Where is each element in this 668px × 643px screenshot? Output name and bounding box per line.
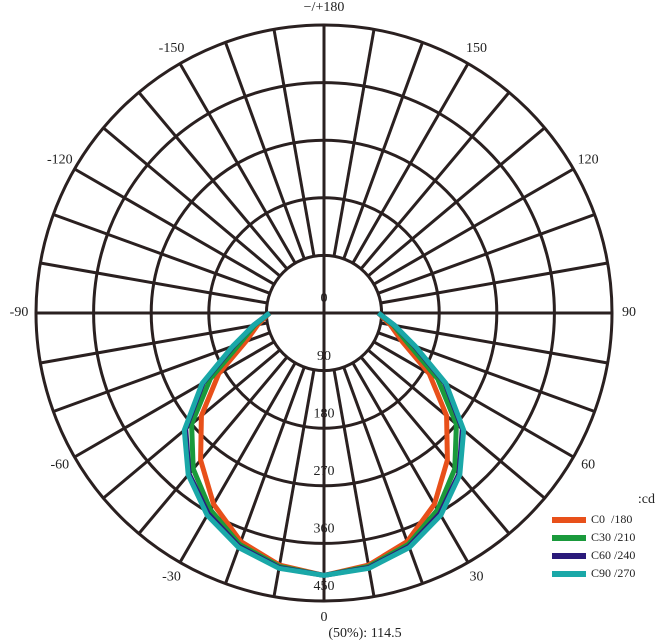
theta-tick-label: -120 xyxy=(47,153,73,168)
grid-spoke xyxy=(178,62,297,264)
theta-tick-label: -150 xyxy=(159,41,185,56)
grid-spoke xyxy=(342,41,424,260)
grid-spoke xyxy=(359,356,511,535)
series-line xyxy=(181,311,467,578)
grid-spoke xyxy=(373,340,575,459)
grid-spoke xyxy=(342,366,424,585)
grid-spoke xyxy=(52,213,271,295)
grid-spoke xyxy=(351,362,470,564)
theta-tick-label: -90 xyxy=(10,305,29,320)
grid-spoke xyxy=(73,340,275,459)
theta-tick-label: -30 xyxy=(162,569,181,584)
grid-spoke xyxy=(40,321,268,365)
legend-label: C60 /240 xyxy=(591,548,635,562)
grid-spoke xyxy=(332,29,376,257)
grid-spoke xyxy=(272,369,316,597)
grid-spoke xyxy=(137,91,289,270)
grid-spoke xyxy=(367,126,546,278)
legend-label: C0 /180 xyxy=(591,512,632,526)
grid-spoke xyxy=(178,362,297,564)
legend-label: C30 /210 xyxy=(591,530,635,544)
legend-label: C90 /270 xyxy=(591,566,635,580)
grid-spoke xyxy=(40,261,268,305)
grid-spoke xyxy=(73,167,275,286)
unit-label: :cd xyxy=(638,492,655,507)
theta-tick-label: 120 xyxy=(578,153,599,168)
grid-spoke xyxy=(224,366,306,585)
grid-spoke xyxy=(359,91,511,270)
grid-spoke xyxy=(102,126,281,278)
theta-tick-label: -60 xyxy=(51,458,70,473)
grid-spoke xyxy=(373,167,575,286)
theta-tick-label: 150 xyxy=(466,41,487,56)
theta-tick-label: −/+180 xyxy=(304,0,345,15)
theta-tick-label: 60 xyxy=(581,458,595,473)
grid-spoke xyxy=(137,356,289,535)
grid-spoke xyxy=(380,321,608,365)
grid-spoke xyxy=(272,29,316,257)
grid-spoke xyxy=(351,62,470,264)
grid-spoke xyxy=(224,41,306,260)
theta-tick-label: 90 xyxy=(622,305,636,320)
theta-tick-label: 30 xyxy=(470,569,484,584)
grid-spoke xyxy=(332,369,376,597)
grid-spoke xyxy=(377,213,596,295)
theta-tick-label: 0 xyxy=(321,610,328,625)
footer: (50%): 114.5 xyxy=(328,626,401,641)
grid-spoke xyxy=(380,261,608,305)
